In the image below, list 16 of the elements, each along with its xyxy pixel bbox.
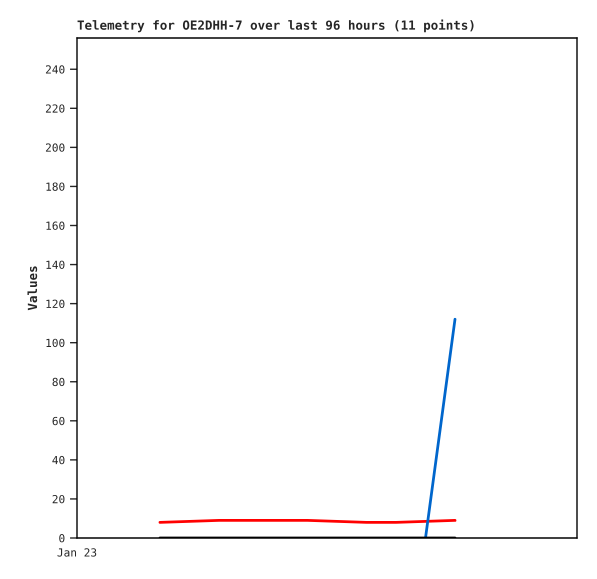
y-tick-label: 40 — [52, 456, 64, 464]
y-tick-label: 160 — [46, 222, 64, 230]
y-tick-label: 80 — [52, 378, 64, 386]
y-tick-label: 0 — [59, 534, 64, 542]
y-tick-label: 180 — [46, 182, 64, 191]
y-tick-label: 100 — [46, 338, 64, 348]
y-tick-label: 120 — [46, 300, 64, 308]
y-tick-label: 200 — [46, 143, 64, 152]
y-axis-title: Values — [27, 266, 38, 310]
y-tick-label: 60 — [52, 416, 64, 426]
y-tick-label: 20 — [52, 494, 64, 504]
y-tick-label: 240 — [46, 65, 64, 74]
y-tick-label: 220 — [46, 104, 64, 113]
chart-title: Telemetry for OE2DHH-7 over last 96 hours (11 points) — [78, 20, 474, 32]
y-tick-label: 140 — [46, 260, 64, 269]
text: Jan 23 — [58, 548, 96, 557]
